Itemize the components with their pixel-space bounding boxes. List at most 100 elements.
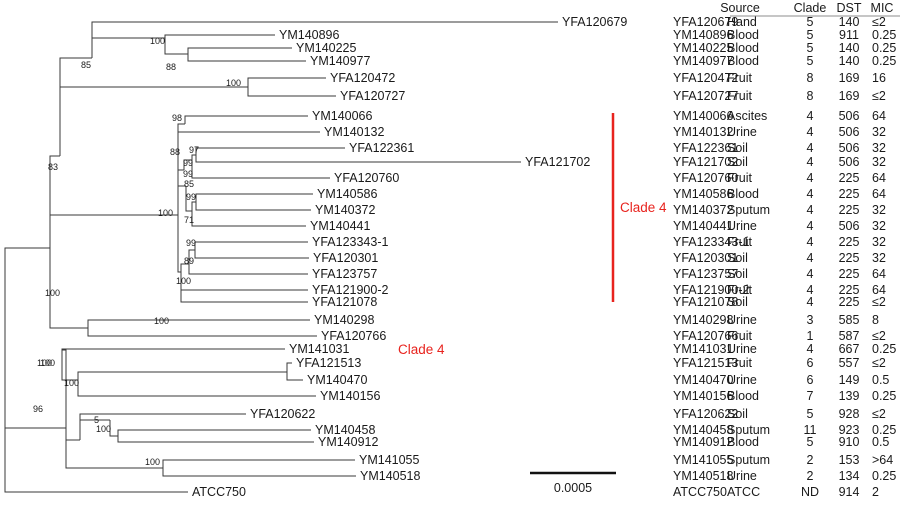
row-clade: 4 bbox=[807, 295, 814, 309]
branch-root-root_ctl bbox=[4, 247, 50, 406]
row-id: ATCC750 bbox=[673, 485, 727, 499]
tip-label-YFA120472: YFA120472 bbox=[330, 71, 395, 85]
row-clade: 4 bbox=[807, 187, 814, 201]
row-mic: 32 bbox=[872, 141, 886, 155]
tip-label-YFA120301: YFA120301 bbox=[313, 251, 378, 265]
row-dst: 506 bbox=[839, 141, 860, 155]
row-source: Fruit bbox=[727, 89, 753, 103]
tip-label-YFA120622: YFA120622 bbox=[250, 407, 315, 421]
bootstrap-n-a2: 99 bbox=[183, 169, 193, 179]
row-source: Soil bbox=[727, 141, 748, 155]
row-mic: 8 bbox=[872, 313, 879, 327]
row-mic: 64 bbox=[872, 283, 886, 297]
row-id: YM140441 bbox=[673, 219, 734, 233]
branch-lower-mid bbox=[62, 349, 67, 428]
row-mic: ≤2 bbox=[872, 89, 886, 103]
row-id: YM140458 bbox=[673, 423, 734, 437]
row-source: Fruit bbox=[727, 356, 753, 370]
tip-branch-YM140225 bbox=[187, 47, 292, 54]
tip-label-YFA120766: YFA120766 bbox=[321, 329, 386, 343]
row-source: Fruit bbox=[727, 235, 753, 249]
bootstrap-n-a1: 88 bbox=[170, 147, 180, 157]
row-mic: 0.25 bbox=[872, 41, 896, 55]
row-mic: 32 bbox=[872, 203, 886, 217]
tip-branch-YM140518 bbox=[162, 468, 356, 477]
tip-branch-YM140977 bbox=[187, 54, 306, 62]
row-id: YM140896 bbox=[673, 28, 734, 42]
row-source: Urine bbox=[727, 219, 757, 233]
row-dst: 225 bbox=[839, 251, 860, 265]
tip-branch-YM140298 bbox=[87, 319, 310, 328]
row-dst: 506 bbox=[839, 155, 860, 169]
row-id: YFA120679 bbox=[673, 15, 738, 29]
tip-branch-YFA121702 bbox=[195, 155, 521, 163]
row-dst: 667 bbox=[839, 342, 860, 356]
tip-label-YFA121702: YFA121702 bbox=[525, 155, 590, 169]
row-clade: 2 bbox=[807, 453, 814, 467]
bootstrap-n-d2: 89 bbox=[184, 256, 194, 266]
row-source: Urine bbox=[727, 342, 757, 356]
header-mic: MIC bbox=[871, 1, 894, 15]
branch-clade4-b bbox=[177, 185, 186, 215]
branch-c-c1 bbox=[191, 201, 196, 211]
branch-a1-a2 bbox=[177, 168, 184, 171]
tip-branch-YFA120766 bbox=[87, 328, 317, 337]
row-mic: 32 bbox=[872, 125, 886, 139]
scale-bar-label: 0.0005 bbox=[554, 481, 592, 495]
row-clade: 8 bbox=[807, 89, 814, 103]
branch-root_ctl-clade4 bbox=[49, 214, 178, 248]
row-mic: 32 bbox=[872, 219, 886, 233]
row-dst: 139 bbox=[839, 389, 860, 403]
row-dst: 225 bbox=[839, 171, 860, 185]
header-dst: DST bbox=[837, 1, 862, 15]
row-dst: 585 bbox=[839, 313, 860, 327]
bootstrap-n-066: 98 bbox=[172, 113, 182, 123]
row-dst: 911 bbox=[839, 28, 859, 42]
tip-branch-YM140441 bbox=[191, 211, 306, 227]
row-id: YM140132 bbox=[673, 125, 734, 139]
branch-b-c bbox=[185, 186, 192, 212]
bootstrap-n-055-518: 100 bbox=[145, 457, 160, 467]
row-id: YFA120301 bbox=[673, 251, 738, 265]
row-source: ATCC bbox=[727, 485, 760, 499]
branch-lower-n055 bbox=[65, 428, 163, 469]
row-id: YM140977 bbox=[673, 54, 734, 68]
tip-label-YM140298: YM140298 bbox=[314, 313, 375, 327]
row-mic: 2 bbox=[872, 485, 879, 499]
row-source: Soil bbox=[727, 251, 748, 265]
row-dst: 140 bbox=[839, 15, 860, 29]
bootstrap-n-d3: 100 bbox=[176, 276, 191, 286]
row-source: Blood bbox=[727, 28, 759, 42]
bootstrap-n-c2: 71 bbox=[184, 215, 194, 225]
row-clade: 4 bbox=[807, 109, 814, 123]
row-id: YFA121078 bbox=[673, 295, 738, 309]
row-dst: 169 bbox=[839, 71, 860, 85]
bootstrap-n-root: 96 bbox=[33, 404, 43, 414]
tip-label-YM140156: YM140156 bbox=[320, 389, 381, 403]
tip-branch-YM141031 bbox=[61, 348, 285, 350]
row-id: YM140518 bbox=[673, 469, 734, 483]
tip-label-YFA122361: YFA122361 bbox=[349, 141, 414, 155]
tip-branch-YFA122361 bbox=[195, 147, 345, 155]
row-dst: 153 bbox=[839, 453, 860, 467]
tip-label-YM140458: YM140458 bbox=[315, 423, 376, 437]
row-mic: 0.25 bbox=[872, 389, 896, 403]
tip-label-YM141031: YM141031 bbox=[289, 342, 350, 356]
row-mic: 64 bbox=[872, 109, 886, 123]
tip-label-YM140372: YM140372 bbox=[315, 203, 376, 217]
tip-label-YFA120679: YFA120679 bbox=[562, 15, 627, 29]
tip-branch-YM140912 bbox=[117, 436, 314, 443]
bootstrap-n-upper: 83 bbox=[48, 162, 58, 172]
row-mic: 32 bbox=[872, 251, 886, 265]
row-id: YFA120622 bbox=[673, 407, 738, 421]
row-source: Ascites bbox=[727, 109, 767, 123]
